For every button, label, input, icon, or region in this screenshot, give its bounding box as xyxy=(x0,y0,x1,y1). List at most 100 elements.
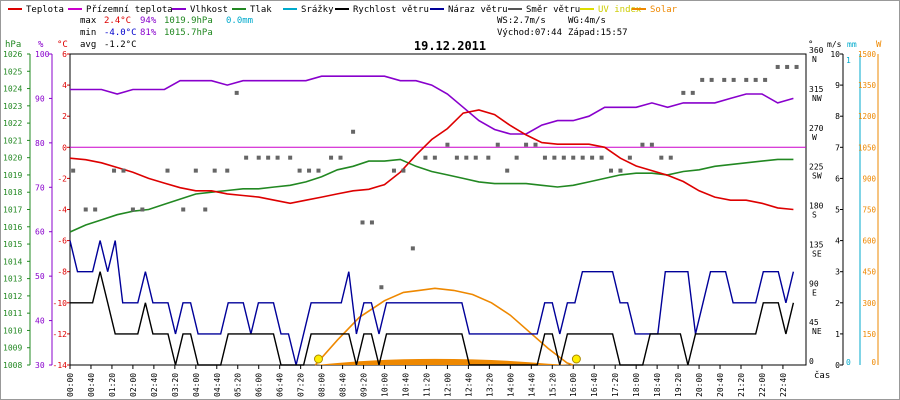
series-smer-point xyxy=(668,155,673,160)
tick-ms: 2 xyxy=(835,299,840,308)
tick-pct: 70 xyxy=(35,183,45,192)
axis-title-mm: mm xyxy=(847,40,857,49)
tick-hpa: 1010 xyxy=(3,326,22,335)
series-smer-point xyxy=(338,155,343,160)
stat-avg-label: avg xyxy=(80,40,96,50)
series-smer-point xyxy=(618,168,623,173)
legend-label-solar: Solar xyxy=(650,5,678,15)
series-smer-point xyxy=(649,142,654,147)
legend-label-smer: Směr větru xyxy=(526,5,580,15)
stat-max-label: max xyxy=(80,16,97,26)
series-smer-point xyxy=(369,220,374,225)
tick-pct: 90 xyxy=(35,94,45,103)
series-smer-point xyxy=(627,155,632,160)
legend-label-pocitova: Přízemní teplota xyxy=(86,5,173,15)
tick-dir: 135 xyxy=(809,240,824,249)
x-tick-label: 13:20 xyxy=(485,373,494,397)
x-tick-label: 06:00 xyxy=(255,373,264,397)
series-smer-point xyxy=(445,142,450,147)
tick-pct: 30 xyxy=(35,361,45,370)
series-smer-point xyxy=(130,207,135,212)
tick-hpa: 1012 xyxy=(3,292,22,301)
series-smer-point xyxy=(753,77,758,82)
tick-ms: 4 xyxy=(835,237,840,246)
tick-ms: 5 xyxy=(835,206,840,215)
tick-temp: 0 xyxy=(62,143,67,152)
tick-ms: 7 xyxy=(835,143,840,152)
tick-w: 1200 xyxy=(858,112,877,121)
tick-ms: 8 xyxy=(835,112,840,121)
x-tick-label: 00:40 xyxy=(87,373,96,397)
x-tick-label: 22:00 xyxy=(758,373,767,397)
x-tick-label: 07:20 xyxy=(297,373,306,397)
series-uv-point xyxy=(313,354,323,364)
tick-hpa: 1023 xyxy=(3,102,22,111)
legend-label-teplota: Teplota xyxy=(26,5,64,15)
stat-min-temp: -4.0°C xyxy=(104,28,137,38)
tick-ms: 6 xyxy=(835,174,840,183)
series-smer-point xyxy=(203,207,208,212)
axis-title-w: W xyxy=(876,40,882,50)
tick-dir-label: NW xyxy=(812,94,822,103)
series-smer-point xyxy=(391,168,396,173)
series-vlhkost xyxy=(70,75,794,135)
series-smer-point xyxy=(165,168,170,173)
series-smer-point xyxy=(121,168,126,173)
tick-temp: -12 xyxy=(53,330,68,339)
tick-pct: 40 xyxy=(35,317,45,326)
tick-mm: 0 xyxy=(846,358,851,367)
tick-w: 1500 xyxy=(858,50,877,59)
tick-hpa: 1008 xyxy=(3,361,22,370)
x-tick-label: 04:00 xyxy=(192,373,201,397)
axis-title-dir: ° xyxy=(808,40,813,50)
series-smer-point xyxy=(401,168,406,173)
series-smer-point xyxy=(307,168,312,173)
tick-w: 450 xyxy=(862,268,876,277)
tick-hpa: 1015 xyxy=(3,240,22,249)
stat-sunset: Západ:15:57 xyxy=(568,28,628,38)
series-smer-point xyxy=(524,142,529,147)
series-smer-point xyxy=(297,168,302,173)
x-tick-label: 10:40 xyxy=(401,373,410,397)
stat-sunrise: Východ:07:44 xyxy=(497,28,562,38)
tick-dir: 225 xyxy=(809,163,824,172)
series-smer-point xyxy=(731,77,736,82)
series-smer-point xyxy=(763,77,768,82)
series-smer-point xyxy=(266,155,271,160)
series-smer-point xyxy=(590,155,595,160)
tick-temp: 2 xyxy=(62,112,67,121)
tick-pct: 100 xyxy=(35,50,50,59)
tick-w: 600 xyxy=(862,237,876,246)
series-smer-point xyxy=(432,155,437,160)
tick-w: 0 xyxy=(871,358,876,367)
plot-area xyxy=(69,53,807,366)
tick-hpa: 1022 xyxy=(3,119,22,128)
tick-ms: 9 xyxy=(835,81,840,90)
axis-title-temp: °C xyxy=(57,40,68,50)
series-smer-point xyxy=(329,155,334,160)
series-solar xyxy=(314,287,574,366)
tick-w: 150 xyxy=(862,330,876,339)
series-smer-point xyxy=(709,77,714,82)
tick-hpa: 1014 xyxy=(3,257,22,266)
stat-min-hum: 81% xyxy=(140,28,157,38)
series-tlak xyxy=(69,158,794,233)
tick-pct: 60 xyxy=(35,228,45,237)
series-smer-point xyxy=(212,168,217,173)
tick-dir-label: NE xyxy=(812,327,822,336)
series-smer-point xyxy=(93,207,98,212)
x-tick-label: 10:00 xyxy=(381,373,390,397)
x-tick-label: 11:20 xyxy=(422,373,431,397)
x-tick-label: 20:00 xyxy=(695,373,704,397)
series-smer-point xyxy=(112,168,117,173)
tick-pct: 80 xyxy=(35,139,45,148)
series-smer-point xyxy=(225,168,230,173)
series-smer-point xyxy=(83,207,88,212)
series-smer-point xyxy=(256,155,261,160)
x-tick-label: 02:40 xyxy=(150,373,159,397)
legend-label-vlhkost: Vlhkost xyxy=(190,5,228,15)
x-tick-label: 17:20 xyxy=(611,373,620,397)
series-smer-point xyxy=(640,142,645,147)
tick-temp: -10 xyxy=(53,299,68,308)
tick-hpa: 1021 xyxy=(3,136,22,145)
